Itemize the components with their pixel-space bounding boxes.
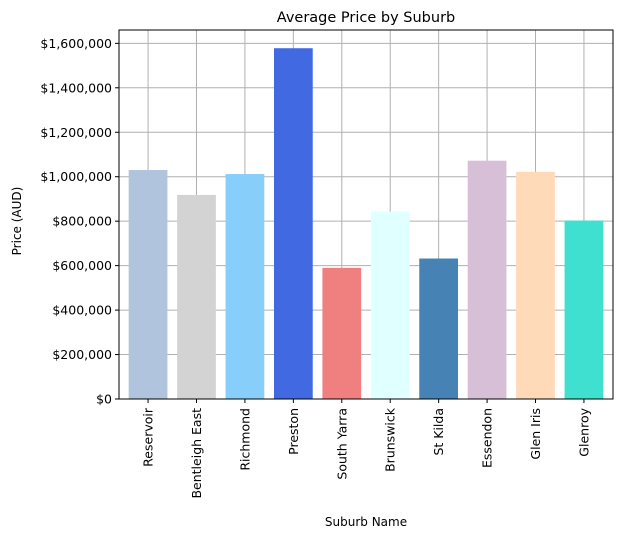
- y-tick-label: $1,400,000: [40, 80, 112, 95]
- x-tick-label: Reservoir: [141, 407, 156, 467]
- y-axis-label: Price (AUD): [10, 187, 24, 256]
- x-tick-label: Brunswick: [383, 407, 398, 472]
- bar: [273, 48, 313, 399]
- bar: [516, 171, 555, 399]
- x-tick-label: Bentleigh East: [189, 408, 204, 499]
- chart-title: Average Price by Suburb: [277, 10, 455, 26]
- x-tick-label: Glenroy: [576, 407, 591, 456]
- y-tick-label: $1,200,000: [40, 125, 112, 140]
- y-tick-label: $200,000: [52, 347, 112, 362]
- bar: [564, 220, 604, 399]
- y-tick-label: $1,000,000: [40, 169, 112, 184]
- bar: [467, 160, 507, 399]
- bar: [128, 170, 168, 399]
- y-tick-label: $400,000: [52, 303, 112, 318]
- x-tick-label: St Kilda: [431, 408, 446, 456]
- x-tick-label: Preston: [286, 408, 301, 455]
- plot-frame: [118, 29, 614, 400]
- x-tick-label: South Yarra: [334, 408, 349, 480]
- x-axis: Reservoir Bentleigh East Richmond Preston So…: [141, 399, 591, 499]
- bar: [177, 194, 216, 399]
- bar: [225, 174, 265, 399]
- x-axis-label: Suburb Name: [325, 515, 407, 529]
- x-tick-label: Glen Iris: [528, 408, 543, 460]
- y-tick-label: $600,000: [52, 258, 112, 273]
- bar: [322, 267, 362, 399]
- y-tick-label: $1,600,000: [40, 36, 112, 51]
- y-tick-label: $0: [96, 392, 112, 407]
- y-axis: $0 $200,000 $400,000 $600,000 $800,000 $1,000…: [40, 36, 119, 407]
- y-tick-label: $800,000: [52, 214, 112, 229]
- x-tick-label: Richmond: [237, 408, 252, 471]
- bar: [419, 258, 459, 399]
- x-tick-label: Essendon: [480, 408, 495, 468]
- bar: [370, 211, 410, 399]
- bars-layer: [128, 48, 604, 399]
